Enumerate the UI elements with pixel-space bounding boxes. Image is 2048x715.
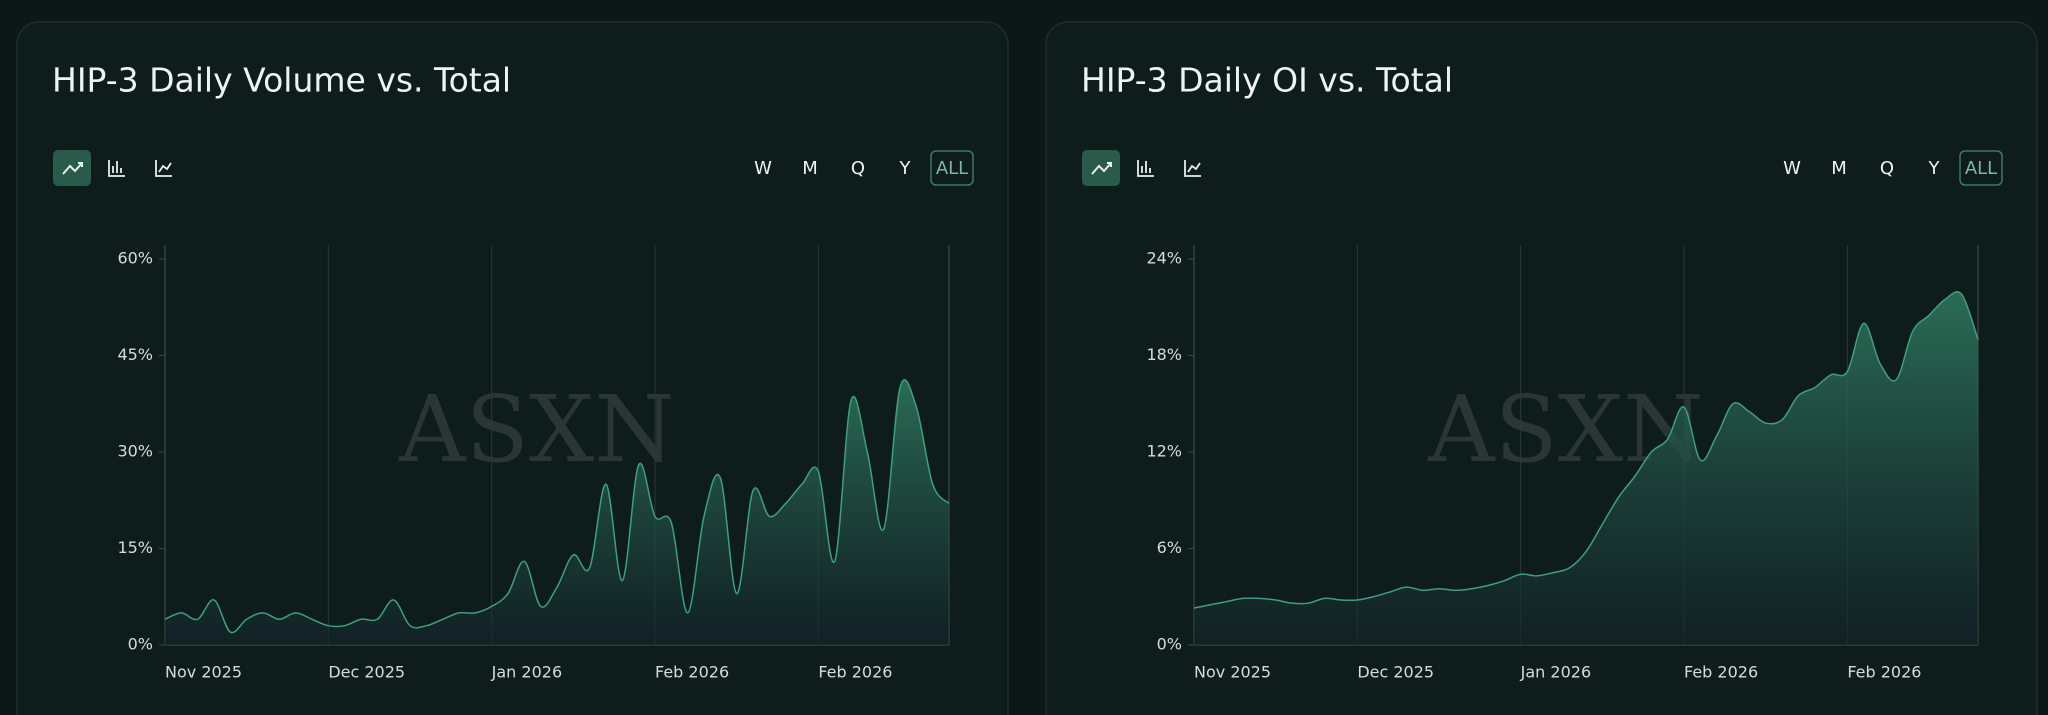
x-tick-label: Feb 2026 — [818, 663, 892, 682]
range-button[interactable]: ALL — [1965, 158, 1997, 179]
range-button-active[interactable] — [930, 150, 974, 186]
area — [165, 379, 949, 645]
range-button[interactable]: M — [802, 158, 818, 179]
x-tick-label: Nov 2025 — [165, 663, 242, 682]
range-button[interactable]: Y — [899, 158, 912, 179]
y-tick-label: 12% — [1146, 442, 1182, 461]
range-button-active[interactable] — [1959, 150, 2003, 186]
y-tick-label: 24% — [1146, 249, 1182, 268]
x-tick-label: Dec 2025 — [1357, 663, 1434, 682]
range-button[interactable]: Q — [851, 158, 865, 179]
y-tick-label: 15% — [117, 538, 153, 557]
line — [164, 379, 950, 634]
x-tick-label: Feb 2026 — [1684, 663, 1758, 682]
y-tick-label: 30% — [117, 442, 153, 461]
x-tick-label: Jan 2026 — [1520, 663, 1591, 682]
x-tick-label: Dec 2025 — [328, 663, 405, 682]
area — [1194, 291, 1978, 645]
range-button[interactable]: M — [1831, 158, 1847, 179]
bar-chart-icon[interactable] — [1137, 160, 1154, 177]
x-tick-label: Nov 2025 — [1194, 663, 1271, 682]
y-tick-label: 0% — [128, 635, 153, 654]
x-tick-label: Feb 2026 — [655, 663, 729, 682]
range-button[interactable]: Y — [1928, 158, 1941, 179]
line-chart-icon[interactable] — [62, 162, 83, 175]
bar-chart-icon[interactable] — [108, 160, 125, 177]
range-button[interactable]: W — [1783, 158, 1801, 179]
x-tick-label: Feb 2026 — [1847, 663, 1921, 682]
area-chart-icon[interactable] — [155, 160, 172, 177]
chart-title: HIP-3 Daily OI vs. Total — [1081, 61, 1453, 100]
y-tick-label: 6% — [1157, 538, 1182, 557]
range-button[interactable]: Q — [1880, 158, 1894, 179]
y-tick-label: 18% — [1146, 345, 1182, 364]
range-button[interactable]: ALL — [936, 158, 968, 179]
line — [1193, 291, 1979, 609]
watermark: ASXN — [398, 376, 674, 483]
x-tick-label: Jan 2026 — [491, 663, 562, 682]
y-tick-label: 45% — [117, 345, 153, 364]
range-button[interactable]: W — [754, 158, 772, 179]
y-tick-label: 0% — [1157, 635, 1182, 654]
area-chart-icon[interactable] — [1184, 160, 1201, 177]
line-chart-icon[interactable] — [1091, 162, 1112, 175]
chart-title: HIP-3 Daily Volume vs. Total — [52, 61, 511, 100]
y-tick-label: 60% — [117, 249, 153, 268]
